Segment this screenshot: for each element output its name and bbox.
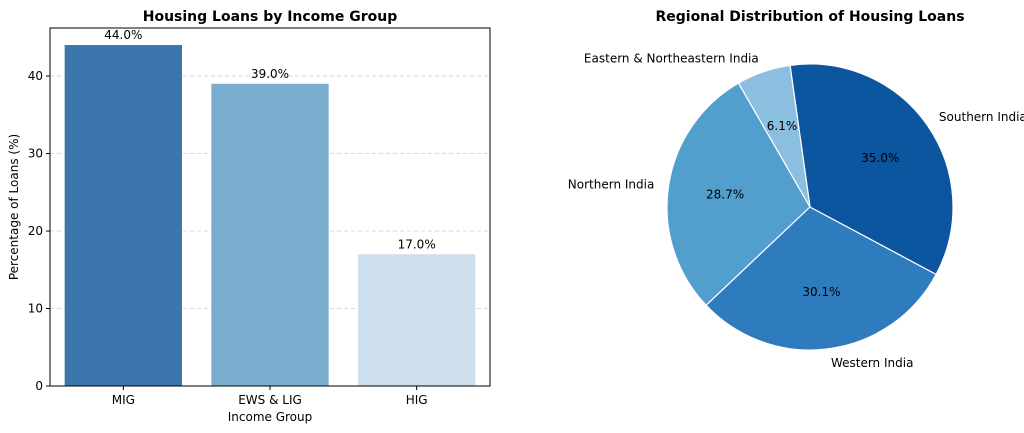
- bar-value-label: 44.0%: [104, 28, 142, 42]
- bar-value-label: 17.0%: [398, 237, 436, 251]
- bar: [211, 83, 329, 386]
- bar-value-label: 39.0%: [251, 67, 289, 81]
- pie-percent-label: 30.1%: [802, 285, 840, 299]
- pie-chart: Regional Distribution of Housing Loans 2…: [568, 9, 1024, 370]
- pie-percent-label: 6.1%: [767, 119, 798, 133]
- pie-slice: [705, 206, 937, 351]
- bar-y-tick-label: 40: [28, 69, 43, 83]
- bar-chart: Housing Loans by Income Group 44.0% 39.0%…: [7, 9, 491, 424]
- bar: [64, 45, 182, 387]
- pie-percent-labels: 28.7% 30.1% 35.0% 6.1%: [706, 119, 899, 299]
- pie-slice: [737, 64, 811, 208]
- pie-category-label: Western India: [831, 356, 913, 370]
- bar-y-axis-ticks: 0 10 20 30 40: [28, 69, 50, 393]
- bar-series: [64, 45, 476, 387]
- bar-y-tick-label: 10: [28, 302, 43, 316]
- bar-y-axis-label: Percentage of Loans (%): [7, 134, 21, 280]
- bar-y-tick-label: 0: [35, 379, 43, 393]
- bar-value-labels: 44.0% 39.0% 17.0%: [104, 28, 435, 251]
- pie-category-label: Southern India: [939, 110, 1024, 124]
- pie-percent-label: 35.0%: [861, 151, 899, 165]
- bar-x-axis-label: Income Group: [228, 410, 313, 424]
- pie-category-label: Northern India: [568, 177, 655, 191]
- bar-x-tick-label: HIG: [406, 393, 428, 407]
- bar-x-axis-ticks: MIG EWS & LIG HIG: [112, 386, 428, 407]
- bar-x-tick-label: MIG: [112, 393, 135, 407]
- pie-slices: [666, 63, 954, 351]
- bar: [358, 254, 476, 386]
- pie-slice: [789, 63, 954, 276]
- pie-category-labels: Northern India Western India Southern Indi…: [568, 51, 1024, 370]
- bar-y-tick-label: 20: [28, 224, 43, 238]
- pie-category-label: Eastern & Northeastern India: [584, 51, 759, 65]
- pie-chart-title: Regional Distribution of Housing Loans: [655, 9, 964, 25]
- bar-chart-title: Housing Loans by Income Group: [143, 9, 398, 25]
- bar-y-tick-label: 30: [28, 147, 43, 161]
- bar-x-tick-label: EWS & LIG: [238, 393, 302, 407]
- pie-percent-label: 28.7%: [706, 188, 744, 202]
- pie-slice: [666, 82, 811, 307]
